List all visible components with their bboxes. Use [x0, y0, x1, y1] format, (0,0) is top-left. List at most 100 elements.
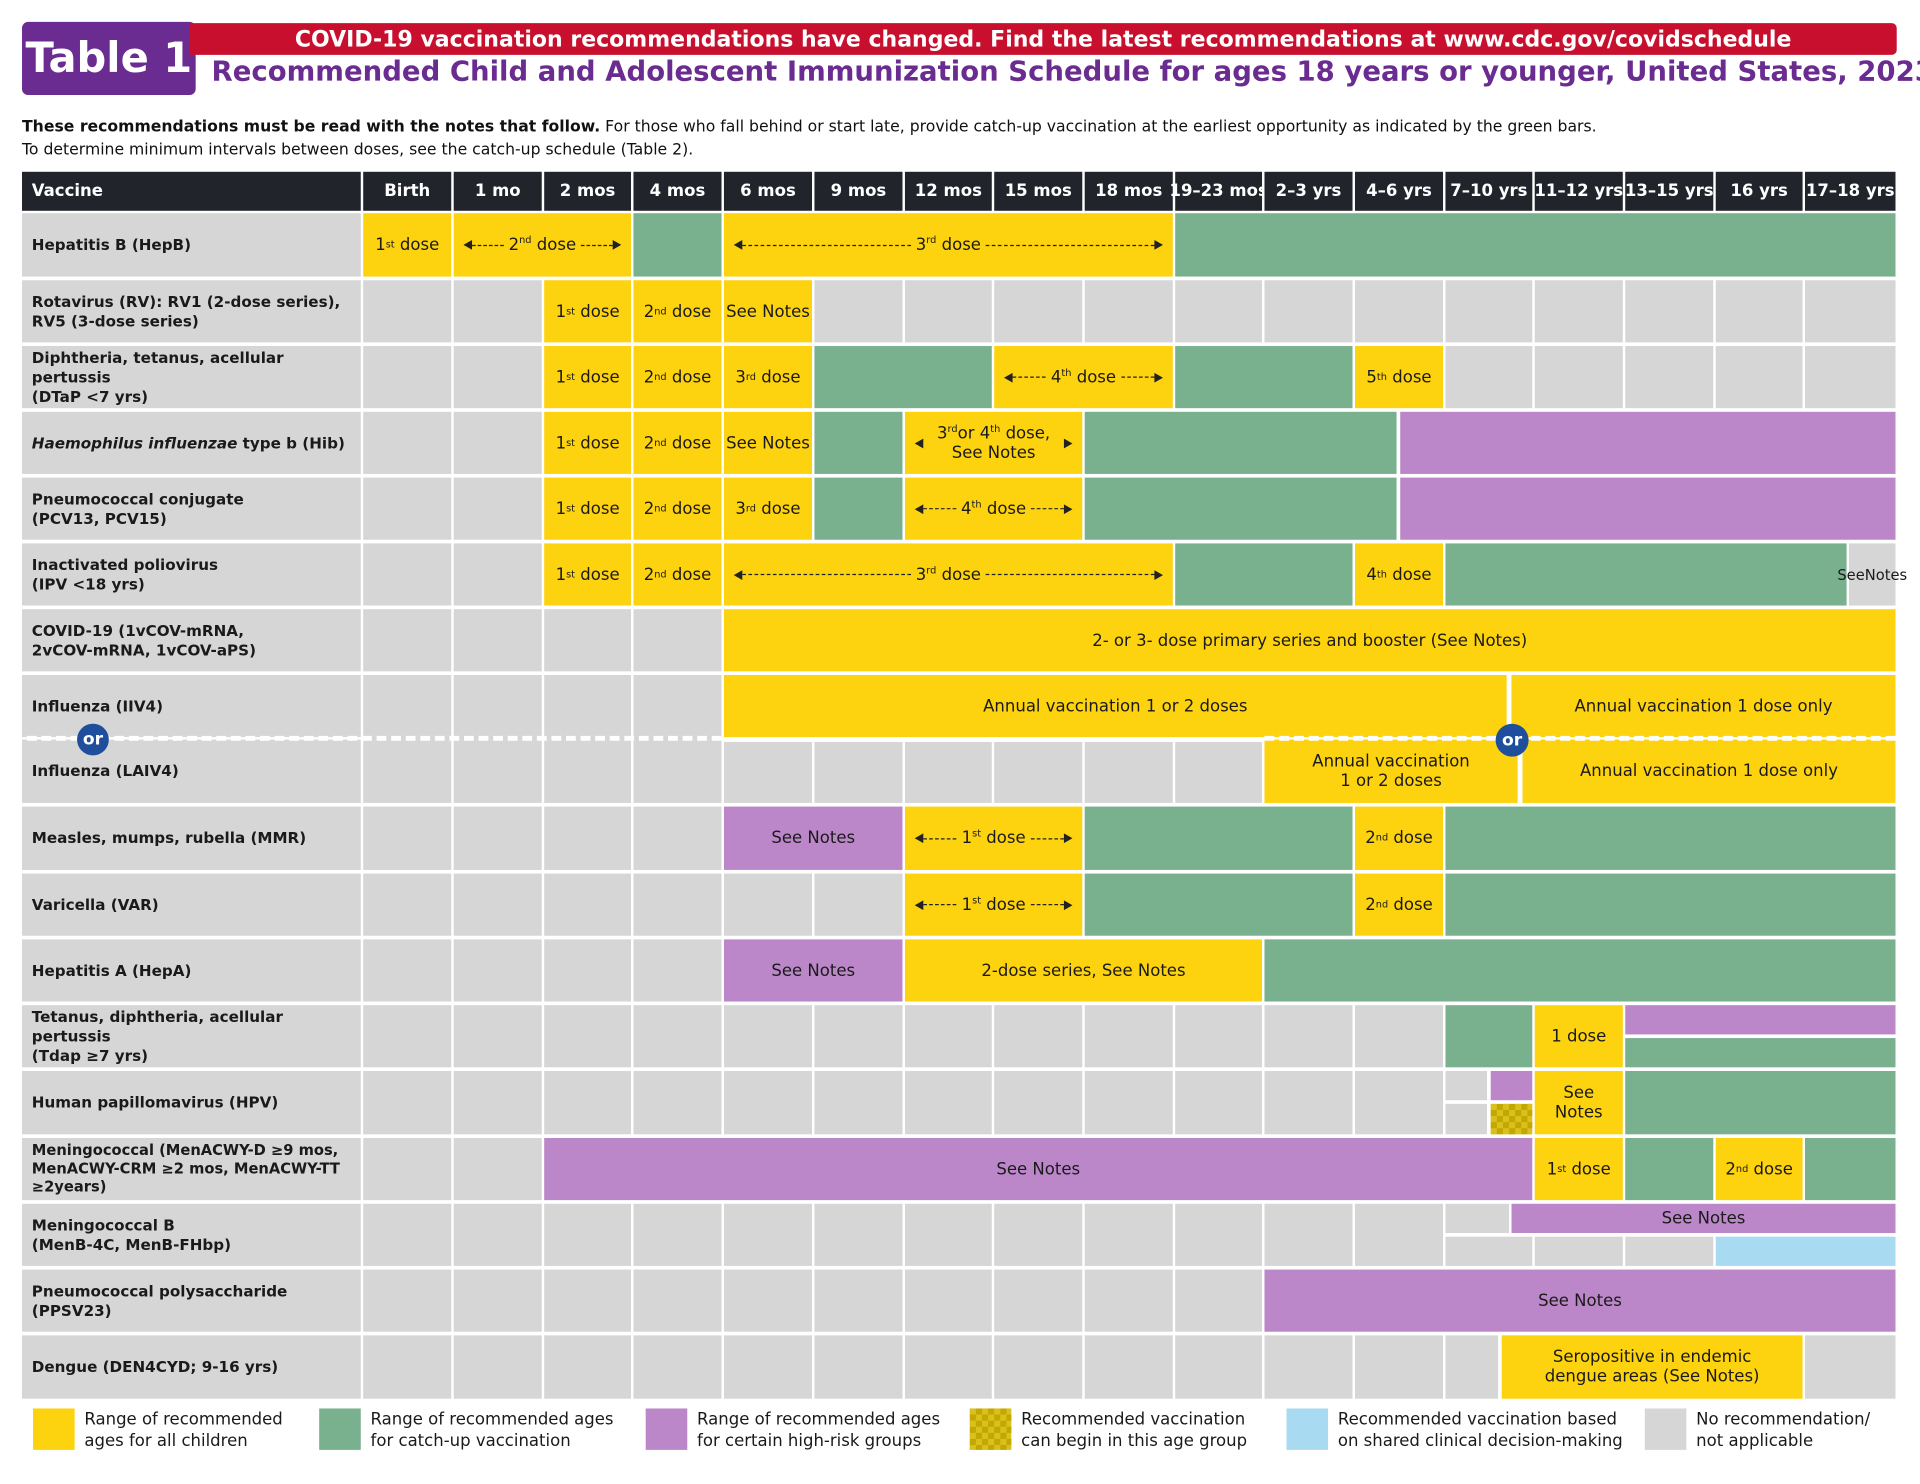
empty-cell	[453, 411, 542, 474]
menacwy-catchup-cell-2	[1805, 1137, 1896, 1201]
covid-banner[interactable]: COVID-19 vaccination recommendations hav…	[189, 23, 1897, 55]
empty-cell	[453, 1203, 542, 1266]
influenza-divider-left	[26, 735, 722, 741]
empty-cell	[1445, 280, 1533, 343]
empty-cell	[1175, 1203, 1263, 1266]
empty-cell	[994, 280, 1083, 343]
rv-see-notes: See Notes	[723, 280, 813, 343]
empty-cell	[994, 1203, 1083, 1266]
empty-cell	[904, 1203, 992, 1266]
empty-cell	[633, 1269, 722, 1332]
empty-cell	[363, 280, 452, 343]
hib-see-notes: See Notes	[723, 411, 813, 474]
hib-dose3-or-4: 3rdor 4th dose, See Notes	[904, 411, 1083, 474]
or-badge-left: or	[77, 723, 109, 756]
legend-label-no-recommendation: No recommendation/not applicable	[1696, 1409, 1871, 1452]
empty-cell	[633, 1070, 722, 1135]
empty-cell	[814, 1203, 903, 1266]
empty-cell	[1805, 1335, 1896, 1399]
pcv-catchup-cell	[814, 477, 903, 540]
hib-catchup-bar	[1084, 411, 1397, 474]
empty-cell	[453, 1137, 542, 1201]
intro-bold: These recommendations must be read with …	[22, 118, 601, 137]
hepa-see-notes: See Notes	[723, 939, 903, 1002]
empty-cell	[544, 1005, 632, 1068]
mmr-dose1: 1st dose	[904, 806, 1083, 870]
ppsv23-see-notes: See Notes	[1264, 1269, 1896, 1332]
dtap-dose4: 4th dose	[994, 346, 1173, 409]
covid-series-bar: 2- or 3- dose primary series and booster…	[723, 609, 1896, 672]
col-header-17-18yrs: 17–18 yrs	[1805, 171, 1896, 211]
col-header-16yrs: 16 yrs	[1715, 171, 1803, 211]
vaccine-name-varicella: Varicella (VAR)	[22, 873, 361, 936]
influenza-divider-right	[1264, 735, 1896, 741]
dtap-catchup-bar-2	[1175, 346, 1353, 409]
empty-cell	[453, 1070, 542, 1135]
menacwy-see-notes: See Notes	[544, 1137, 1533, 1201]
empty-cell	[723, 1335, 813, 1399]
empty-cell	[453, 873, 542, 936]
hepb-dose2: 2nd dose	[453, 213, 632, 277]
empty-cell	[453, 477, 542, 540]
empty-cell	[363, 806, 452, 870]
empty-cell	[453, 806, 542, 870]
empty-cell	[633, 873, 722, 936]
empty-cell	[723, 742, 813, 803]
menb-see-notes: See Notes	[1511, 1203, 1896, 1234]
empty-cell	[723, 1005, 813, 1068]
laiv4-annual-1-or-2: Annual vaccination 1 or 2 doses	[1264, 739, 1518, 803]
empty-cell	[723, 1070, 813, 1135]
empty-cell	[1354, 1005, 1444, 1068]
empty-cell	[1805, 346, 1896, 409]
empty-cell	[1175, 1005, 1263, 1068]
ipv-see-notes: See Notes	[1837, 543, 1907, 606]
dengue-seropositive-bar: Seropositive in endemic dengue areas (See…	[1501, 1335, 1803, 1399]
ipv-dose3: 3rd dose	[723, 543, 1173, 606]
empty-cell	[1715, 346, 1803, 409]
var-catchup-bar-2	[1445, 873, 1896, 936]
legend-label-can-begin: Recommended vaccination can begin in this…	[1021, 1409, 1248, 1452]
empty-cell	[904, 1005, 992, 1068]
empty-cell	[453, 346, 542, 409]
empty-cell	[363, 543, 452, 606]
vaccine-name-menacwy: Meningococcal (MenACWY-D ≥9 mos, MenACWY-…	[22, 1137, 361, 1201]
empty-cell	[1084, 280, 1173, 343]
menb-shared-decision-bar	[1715, 1236, 1896, 1266]
vaccine-name-dengue: Dengue (DEN4CYD; 9-16 yrs)	[22, 1335, 361, 1399]
empty-cell	[814, 280, 903, 343]
col-header-4mos: 4 mos	[633, 171, 722, 211]
vaccine-name-rotavirus: Rotavirus (RV): RV1 (2-dose series), RV5 …	[22, 280, 361, 343]
legend-swatch-blue	[1286, 1408, 1329, 1450]
vaccine-name-tdap: Tetanus, diphtheria, acellular pertussis…	[22, 1005, 361, 1068]
empty-cell	[363, 411, 452, 474]
legend-label-shared-decision: Recommended vaccination based on shared c…	[1337, 1409, 1623, 1452]
empty-cell	[363, 477, 452, 540]
ipv-catchup-bar-2	[1445, 543, 1847, 606]
legend-swatch-yellow	[33, 1408, 75, 1450]
empty-cell	[544, 1203, 632, 1266]
col-header-19-23mos: 19–23 mos	[1169, 171, 1268, 211]
empty-cell	[1175, 1070, 1263, 1135]
vaccine-name-ppsv23: Pneumococcal polysaccharide (PPSV23)	[22, 1269, 361, 1332]
hepa-catchup-bar	[1264, 939, 1896, 1002]
empty-cell	[1354, 1203, 1444, 1266]
vaccine-name-pcv: Pneumococcal conjugate (PCV13, PCV15)	[22, 477, 361, 540]
vaccine-name-laiv4: Influenza (LAIV4)	[22, 739, 361, 803]
var-catchup-bar	[1084, 873, 1353, 936]
empty-cell	[1625, 1236, 1714, 1266]
empty-cell	[723, 1269, 813, 1332]
iiv4-annual-1-or-2: Annual vaccination 1 or 2 doses	[723, 674, 1507, 738]
legend-label-all-children: Range of recommended ages for all childre…	[84, 1409, 283, 1452]
empty-cell	[994, 1269, 1083, 1332]
vaccine-name-hepa: Hepatitis A (HepA)	[22, 939, 361, 1002]
empty-cell	[1625, 280, 1714, 343]
or-badge-right: or	[1495, 723, 1529, 757]
empty-cell	[633, 1203, 722, 1266]
